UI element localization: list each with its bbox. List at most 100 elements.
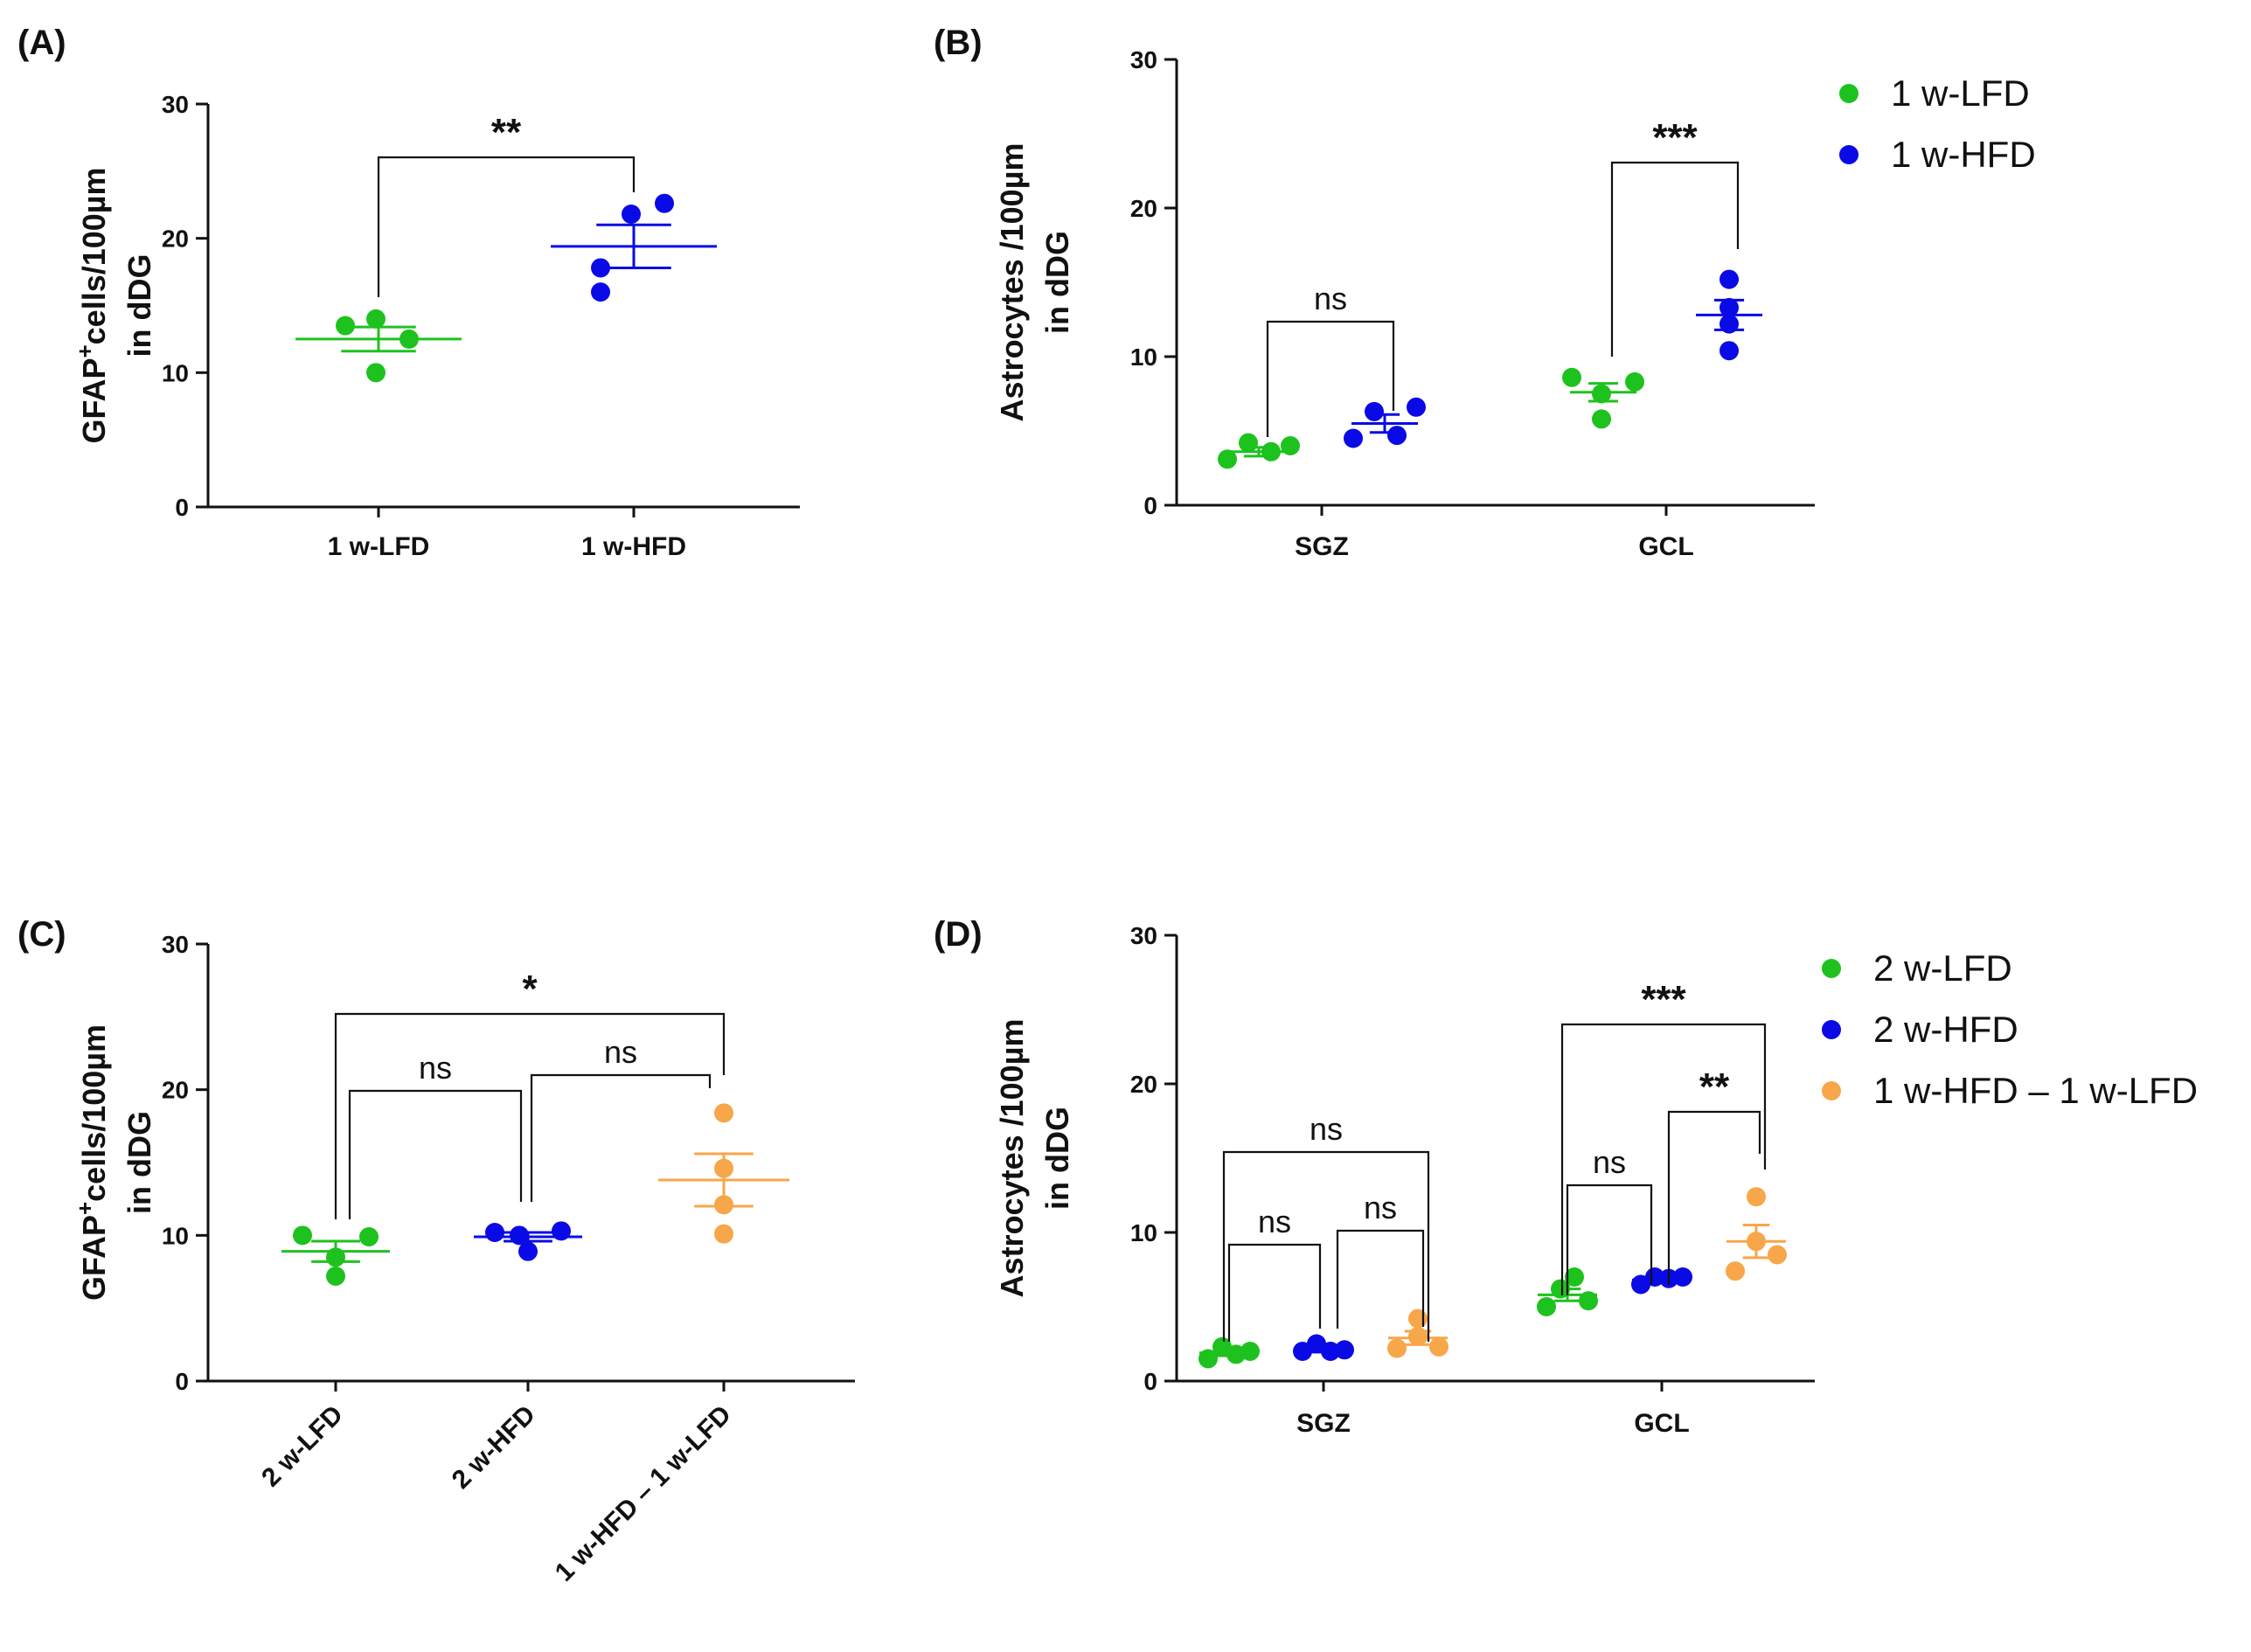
y-tick-label: 10 <box>162 359 189 386</box>
sig-bracket-sgz-outer-label: ns <box>1310 1111 1343 1147</box>
y-axis-label-line1: GFAP+cells/100µm <box>72 167 112 443</box>
x-tick-label: 2 w-LFD <box>256 1400 349 1493</box>
legend-label: 1 w-HFD <box>1891 134 2036 175</box>
sig-bracket-sgz <box>1266 320 1395 437</box>
y-axis-label-line1: GFAP+cells/100µm <box>72 1024 112 1301</box>
y-axis-label-line2: in dDG <box>122 254 157 357</box>
legend-label: 1 w-HFD – 1 w-LFD <box>1873 1070 2198 1111</box>
panel-d: (D) 0 10 20 30 Astrocytes /100µm in dDG SGZ GCL n… <box>934 915 2198 1438</box>
data-point <box>366 309 386 329</box>
data-point <box>1592 409 1611 429</box>
data-point <box>326 1247 345 1267</box>
legend-marker <box>1822 1020 1841 1039</box>
y-axis-label: GFAP+cells/100µm in dDG <box>72 167 157 443</box>
legend-label: 1 w-LFD <box>1891 73 2030 114</box>
legend-label: 2 w-HFD <box>1873 1009 2018 1050</box>
sig-bracket-sgz-right <box>1336 1229 1425 1329</box>
data-point <box>366 363 386 383</box>
data-point <box>399 329 419 349</box>
sig-bracket <box>377 156 636 297</box>
data-point <box>714 1158 733 1178</box>
y-tick-label: 0 <box>175 1368 189 1395</box>
data-point <box>1387 1338 1407 1358</box>
y-tick-label: 20 <box>162 1077 189 1104</box>
data-point <box>1387 426 1407 446</box>
y-axis-label-line1: Astrocytes /100µm <box>994 1019 1030 1298</box>
data-point <box>1720 314 1739 334</box>
sig-bracket-sgz-label: ns <box>1314 281 1347 316</box>
x-tick-label: 2 w-HFD <box>447 1400 541 1495</box>
x-tick-label: 1 w-LFD <box>328 532 430 561</box>
panel-label-c: (C) <box>17 915 66 954</box>
data-point <box>1408 1327 1428 1346</box>
panel-label-d: (D) <box>934 915 983 954</box>
y-tick-label: 0 <box>175 494 189 521</box>
data-point <box>1673 1267 1692 1287</box>
data-point <box>293 1225 312 1246</box>
sig-bracket-gcl-outer-label: *** <box>1641 978 1686 1021</box>
panel-c: (C) 0 10 20 30 GFAP+cells/100µm in dDG 2 w-LFD 2… <box>17 915 855 1587</box>
data-point <box>1240 1342 1260 1361</box>
y-tick-label: 10 <box>1130 1219 1157 1246</box>
data-point <box>1720 269 1739 289</box>
panel-b: (B) 0 10 20 30 Astrocytes /100µm in dDG SGZ GCL n… <box>934 24 2036 561</box>
legend-marker <box>1839 84 1858 103</box>
data-point <box>1198 1349 1218 1369</box>
sig-bracket-gcl-right <box>1667 1110 1761 1285</box>
data-point <box>1562 367 1581 387</box>
sig-bracket-sgz-outer <box>1222 1150 1430 1342</box>
sig-bracket-left-label: ns <box>419 1050 452 1086</box>
x-tick-label: GCL <box>1634 1409 1689 1438</box>
y-axis-label-line2: in dDG <box>1039 1107 1075 1210</box>
panel-label-b: (B) <box>934 24 983 62</box>
data-point <box>1726 1261 1745 1281</box>
data-point <box>336 316 355 336</box>
data-point <box>1261 441 1281 462</box>
sig-bracket-outer <box>334 1012 726 1219</box>
data-point <box>1551 1279 1570 1299</box>
data-point <box>1565 1267 1584 1287</box>
y-tick-label: 10 <box>1130 344 1157 371</box>
data-point <box>1239 433 1258 453</box>
panel-a: (A) 0 10 20 30 GFAP+cells/100µm in dDG 1 w-LFD 1… <box>17 24 800 561</box>
sig-bracket-sgz-right-label: ns <box>1364 1190 1397 1225</box>
y-tick-label: 20 <box>1130 195 1157 222</box>
legend-label: 2 w-LFD <box>1873 947 2012 989</box>
y-tick-label: 0 <box>1143 1368 1157 1395</box>
data-point <box>1429 1336 1449 1357</box>
sig-bracket-right <box>530 1073 712 1202</box>
legend-marker <box>1822 1081 1841 1100</box>
data-point <box>1625 371 1644 392</box>
x-tick-label: SGZ <box>1296 1409 1351 1438</box>
y-tick-label: 30 <box>1130 46 1157 73</box>
data-point <box>1592 384 1611 404</box>
sig-bracket-sgz-left-label: ns <box>1258 1204 1291 1239</box>
y-axis-label: Astrocytes /100µm in dDG <box>994 1019 1075 1298</box>
data-point <box>1579 1291 1598 1311</box>
y-axis-label-line2: in dDG <box>1039 231 1075 334</box>
y-axis-label-line2: in dDG <box>122 1111 157 1214</box>
data-point <box>1218 449 1237 469</box>
sig-bracket-gcl-label: *** <box>1652 116 1698 159</box>
data-point <box>714 1103 733 1123</box>
data-point <box>1407 397 1426 417</box>
y-tick-label: 10 <box>162 1222 189 1249</box>
data-point <box>1747 1232 1766 1252</box>
sig-bracket-gcl <box>1610 161 1740 357</box>
data-point <box>1335 1340 1354 1360</box>
data-point <box>1537 1297 1556 1316</box>
data-point <box>359 1227 379 1246</box>
sig-bracket-gcl-left <box>1566 1183 1653 1295</box>
data-point <box>1645 1267 1664 1287</box>
y-tick-label: 30 <box>1130 922 1157 949</box>
data-point <box>591 282 610 302</box>
data-point <box>485 1223 504 1242</box>
data-point <box>591 258 610 278</box>
y-tick-label: 20 <box>162 226 189 253</box>
x-tick-label: GCL <box>1638 532 1693 561</box>
data-point <box>622 205 641 225</box>
x-tick-label: 1 w-HFD <box>581 532 686 561</box>
data-point <box>655 193 674 213</box>
data-point <box>1720 297 1739 317</box>
y-axis-label-line1: Astrocytes /100µm <box>994 143 1030 422</box>
